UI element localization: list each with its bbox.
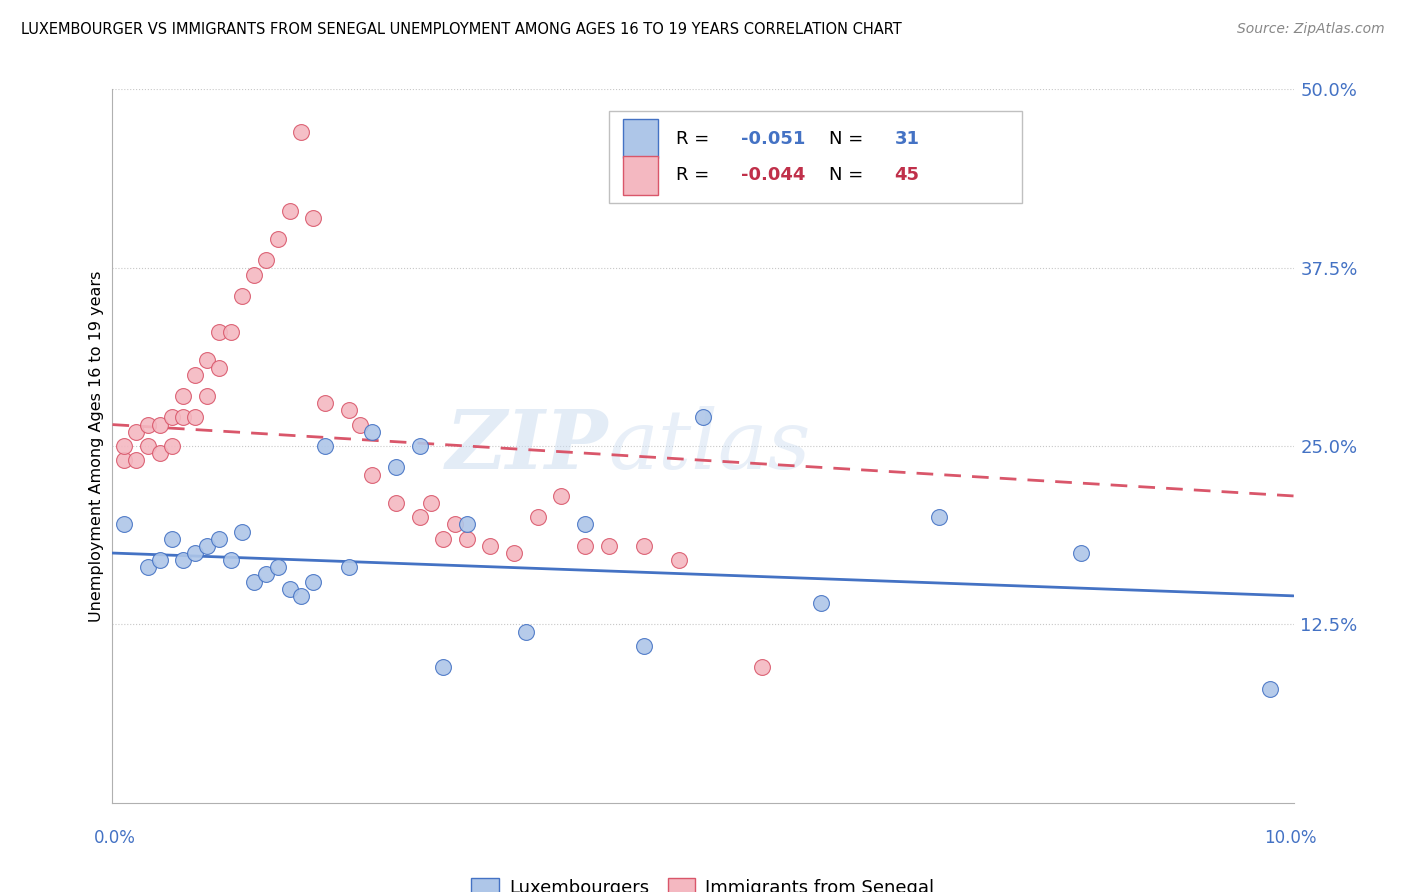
Text: 45: 45: [894, 166, 920, 184]
Point: [574, 517, 596, 532]
Text: N =: N =: [830, 130, 869, 148]
Point: [385, 460, 408, 475]
Text: atlas: atlas: [609, 406, 811, 486]
Point: [160, 532, 183, 546]
Point: [172, 553, 194, 567]
Point: [349, 417, 371, 432]
Text: ZIP: ZIP: [446, 406, 609, 486]
Point: [195, 389, 218, 403]
Point: [337, 560, 360, 574]
Text: 10.0%: 10.0%: [1264, 829, 1317, 847]
Legend: Luxembourgers, Immigrants from Senegal: Luxembourgers, Immigrants from Senegal: [463, 869, 943, 892]
Point: [278, 582, 301, 596]
Text: 0.0%: 0.0%: [94, 829, 136, 847]
Point: [184, 368, 207, 382]
Point: [136, 439, 159, 453]
Point: [149, 553, 172, 567]
Point: [361, 467, 384, 482]
Point: [243, 268, 266, 282]
Text: R =: R =: [676, 130, 714, 148]
Point: [408, 439, 430, 453]
Bar: [623, 120, 658, 159]
Point: [243, 574, 266, 589]
Point: [125, 425, 148, 439]
Point: [112, 453, 135, 467]
Point: [928, 510, 950, 524]
Point: [420, 496, 443, 510]
Point: [290, 589, 312, 603]
Point: [125, 453, 148, 467]
Point: [254, 253, 277, 268]
Point: [598, 539, 620, 553]
Point: [172, 410, 194, 425]
Point: [668, 553, 690, 567]
Point: [136, 417, 159, 432]
Point: [1258, 681, 1281, 696]
Text: N =: N =: [830, 166, 869, 184]
Point: [267, 232, 290, 246]
Point: [385, 496, 408, 510]
Point: [456, 517, 478, 532]
Text: -0.044: -0.044: [741, 166, 806, 184]
Point: [112, 439, 135, 453]
Point: [751, 660, 773, 674]
Point: [112, 517, 135, 532]
Point: [503, 546, 526, 560]
Point: [692, 410, 714, 425]
Point: [444, 517, 467, 532]
Point: [456, 532, 478, 546]
Point: [408, 510, 430, 524]
Point: [160, 439, 183, 453]
Text: 31: 31: [894, 130, 920, 148]
Point: [314, 396, 336, 410]
Point: [526, 510, 548, 524]
Y-axis label: Unemployment Among Ages 16 to 19 years: Unemployment Among Ages 16 to 19 years: [89, 270, 104, 622]
Point: [290, 125, 312, 139]
Point: [432, 532, 454, 546]
Point: [550, 489, 572, 503]
Point: [515, 624, 537, 639]
Point: [208, 532, 231, 546]
Point: [479, 539, 502, 553]
Point: [302, 574, 325, 589]
Point: [149, 417, 172, 432]
Text: Source: ZipAtlas.com: Source: ZipAtlas.com: [1237, 22, 1385, 37]
Point: [184, 546, 207, 560]
Point: [208, 325, 231, 339]
Point: [208, 360, 231, 375]
Point: [172, 389, 194, 403]
Point: [149, 446, 172, 460]
Point: [574, 539, 596, 553]
Point: [302, 211, 325, 225]
Text: -0.051: -0.051: [741, 130, 806, 148]
Text: R =: R =: [676, 166, 714, 184]
Point: [231, 524, 253, 539]
Point: [361, 425, 384, 439]
Bar: [623, 155, 658, 194]
Text: LUXEMBOURGER VS IMMIGRANTS FROM SENEGAL UNEMPLOYMENT AMONG AGES 16 TO 19 YEARS C: LUXEMBOURGER VS IMMIGRANTS FROM SENEGAL …: [21, 22, 901, 37]
Point: [1070, 546, 1092, 560]
Point: [219, 553, 242, 567]
Point: [136, 560, 159, 574]
Point: [337, 403, 360, 417]
Point: [254, 567, 277, 582]
Point: [267, 560, 290, 574]
Point: [219, 325, 242, 339]
Point: [278, 203, 301, 218]
Point: [184, 410, 207, 425]
Point: [810, 596, 832, 610]
Point: [231, 289, 253, 303]
FancyBboxPatch shape: [609, 111, 1022, 203]
Point: [160, 410, 183, 425]
Point: [432, 660, 454, 674]
Point: [195, 539, 218, 553]
Point: [633, 639, 655, 653]
Point: [195, 353, 218, 368]
Point: [633, 539, 655, 553]
Point: [314, 439, 336, 453]
